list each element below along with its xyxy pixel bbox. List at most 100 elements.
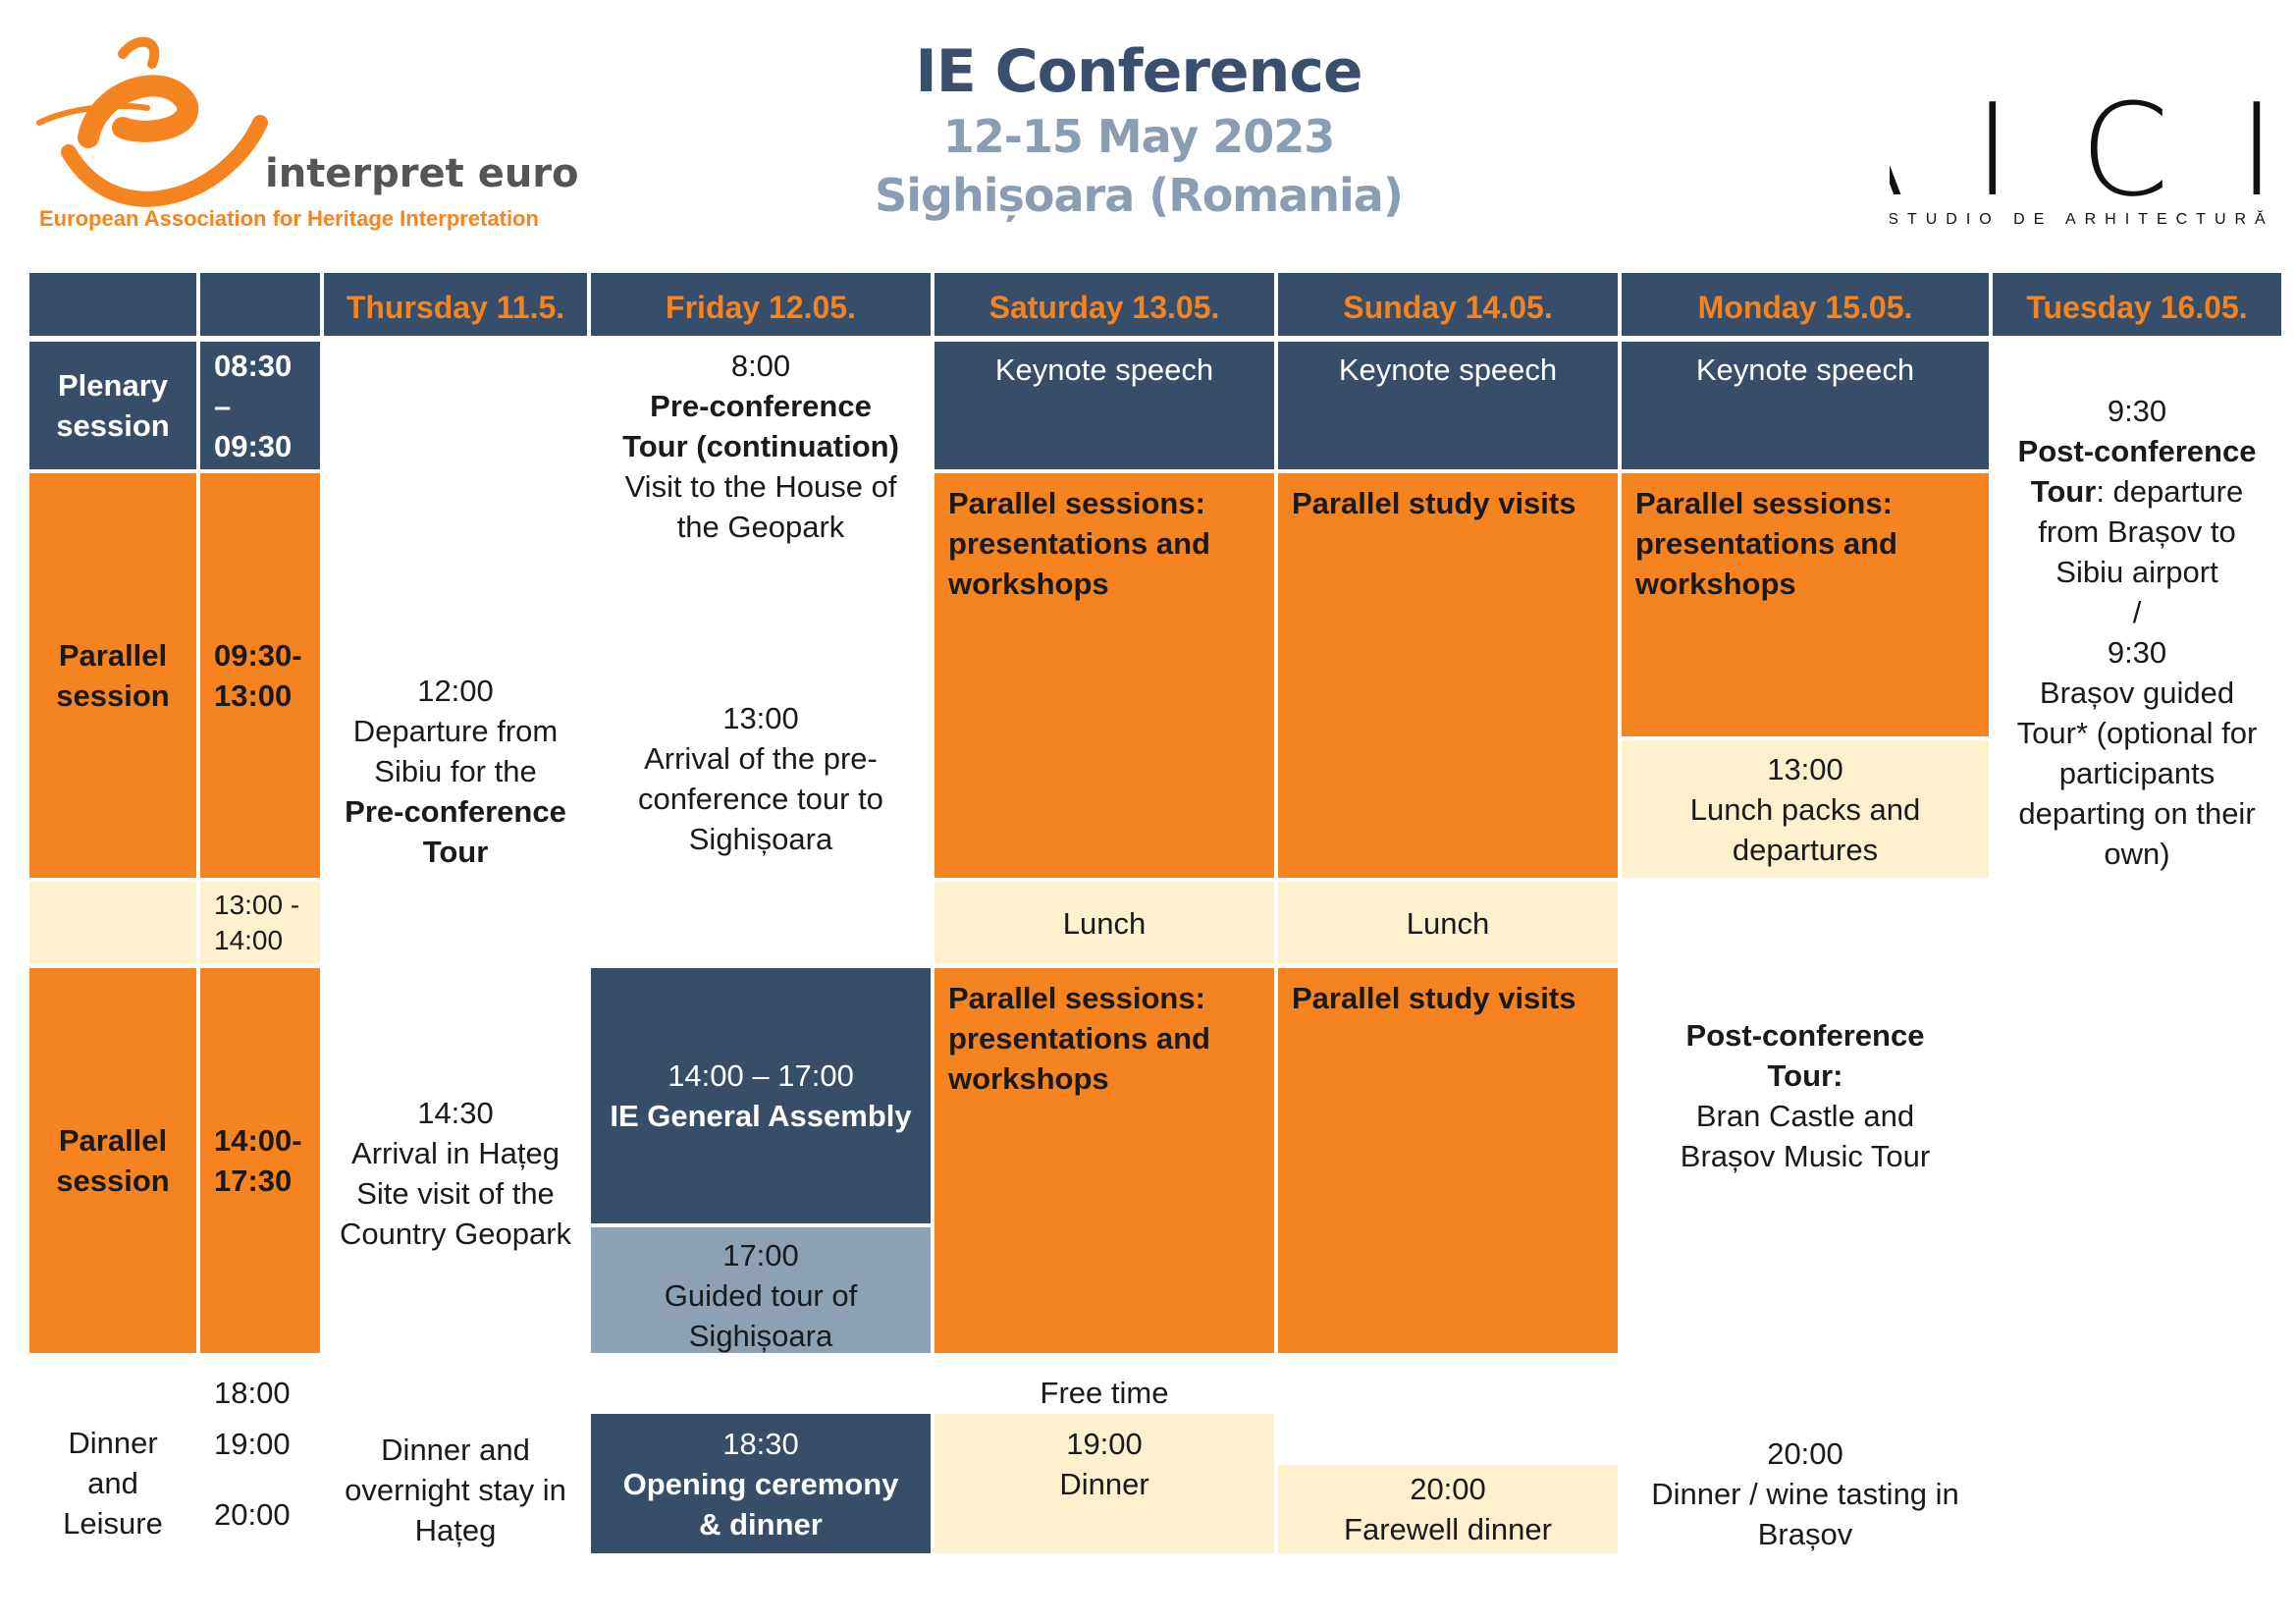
tuesday-post-conference: 9:30 Post-conference Tour: departure fro… [1993,389,2281,876]
event-time: 8:00 [730,349,791,383]
event-text: Dinner [1059,1467,1149,1501]
event-text: Guided tour of [664,1277,858,1313]
event-text: overnight stay in [345,1472,566,1507]
event-title: Post-conference [2017,434,2257,468]
event-time: 9:30 [2107,635,2167,670]
event-text: Visit to the House of [624,469,897,504]
row-time-text: 13:00 [214,678,293,713]
friday-pre-conference-tour: 8:00 Pre-conference Tour (continuation) … [591,342,931,558]
event-text: departing on their [2018,796,2256,831]
event-text: departures [1732,832,1879,867]
event-title: Parallel sessions: [948,981,1205,1015]
event-text: the Geopark [676,510,845,544]
monday-lunch-packs: 13:00 Lunch packs and departures [1622,740,1989,878]
logo-right-tagline: STUDIO DE ARHITECTURĂ [1890,209,2272,228]
event-text: Departure from [352,713,559,748]
event-text: conference tour to [638,782,883,816]
event-text: Dinner and [381,1432,530,1467]
row-time-lunch: 13:00 - 14:00 [200,882,320,964]
row-time-text: 09:30 [214,428,293,463]
event-time: 18:30 [722,1426,799,1461]
logo-left-tagline: European Association for Heritage Interp… [39,206,539,231]
event-title: workshops [948,567,1109,601]
event-text: Sibiu for the [374,753,537,788]
row-label-text: Parallel [58,638,168,673]
event-text: Arrival in Hațeg [351,1136,560,1170]
row-label-text: and [87,1465,138,1500]
event-title: Opening ceremony [622,1466,899,1501]
event-text: Arrival of the pre- [644,741,878,776]
row-label-text: session [56,408,170,443]
sunday-keynote: Keynote speech [1278,342,1618,469]
event-text: participants [2058,756,2216,790]
event-time: 13:00 [722,701,799,735]
event-title: Parallel sessions: [1635,486,1893,520]
row-label-text: Dinner [68,1425,158,1460]
event-time: 14:30 [417,1096,494,1130]
row-label-plenary: Plenary session [29,342,196,469]
event-text: Brașov [1757,1516,1853,1551]
friday-guided-tour: 17:00 Guided tour of Sighișoara [591,1227,931,1353]
event-text: Tour* (optional for [2016,716,2258,750]
row-time-dinner-1: 18:00 [214,1375,291,1410]
monday-keynote: Keynote speech [1622,342,1989,469]
event-separator: / [2132,595,2142,629]
thursday-departure: 12:00 Departure from Sibiu for the Pre-c… [324,668,587,874]
event-text: Sighișoara [688,822,833,856]
event-title: workshops [948,1061,1109,1096]
sunday-farewell-dinner: 20:00 Farewell dinner [1278,1465,1618,1553]
event-time: 9:30 [2107,394,2167,428]
event-text: Dinner / wine tasting in [1651,1476,1959,1511]
event-text: Bran Castle and [1695,1099,1915,1133]
event-text: Sighișoara [688,1318,833,1353]
aici-logo: AICI STUDIO DE ARHITECTURĂ [1890,86,2272,228]
row-label-dinner: Dinner and Leisure [29,1414,196,1551]
free-time: Free time [1040,1375,1169,1410]
event-title: presentations and [948,526,1210,561]
event-title: IE General Assembly [610,1099,912,1133]
thursday-dinner: Dinner and overnight stay in Hațeg [324,1426,587,1553]
event-title: Pre-conference [650,389,872,423]
sunday-lunch: Lunch [1278,882,1618,964]
row-time-text: 13:00 - [214,890,300,920]
row-label-text: Plenary [57,368,168,403]
header-blank-2 [200,273,320,336]
event-title: Tour: [1767,1058,1843,1093]
day-header-tuesday: Tuesday 16.05. [1993,273,2281,336]
friday-arrival-sighisoara: 13:00 Arrival of the pre- conference tou… [591,695,931,862]
day-header-saturday: Saturday 13.05. [934,273,1274,336]
event-text: Site visit of the [356,1176,555,1211]
monday-dinner: 20:00 Dinner / wine tasting in Brașov [1622,1430,1989,1557]
page-title: IE Conference [915,37,1362,106]
row-time-text: 09:30- [214,638,302,673]
event-text: : departure [2096,474,2244,509]
row-time-text: 14:00- [214,1123,302,1158]
event-title: Pre-conference [345,793,566,829]
friday-opening-ceremony: 18:30 Opening ceremony & dinner [591,1414,931,1553]
sunday-study-visits-1: Parallel study visits [1278,473,1618,878]
row-time-plenary: 08:30 – 09:30 [200,342,320,469]
row-label-text: session [56,1164,170,1198]
event-text: from Brașov to [2038,514,2236,549]
thursday-arrival-hateg: 14:30 Arrival in Hațeg Site visit of the… [324,1090,587,1257]
row-label-text: Parallel [58,1123,168,1158]
interpret-europe-logo: interpret europe European Association fo… [36,36,579,231]
logo-left-name: interpret europe [265,151,579,196]
page-dates: 12-15 May 2023 [942,110,1336,163]
row-time-parallel-1: 09:30- 13:00 [200,473,320,878]
row-time-text: 14:00 [214,925,284,955]
event-time: 14:00 – 17:00 [667,1058,854,1093]
event-text: Farewell dinner [1344,1512,1552,1546]
saturday-parallel-sessions-2: Parallel sessions: presentations and wor… [934,968,1274,1353]
row-time-dinner-3: 20:00 [214,1496,291,1532]
event-title: Post-conference [1685,1018,1925,1053]
row-time-dinner-2: 19:00 [214,1426,291,1461]
event-text: Lunch packs and [1689,791,1921,827]
monday-post-conference-tour: Post-conference Tour: Bran Castle and Br… [1622,1011,1989,1188]
row-label-text: Leisure [63,1505,163,1541]
event-title: Tour [422,834,489,869]
event-title: presentations and [1635,526,1897,561]
saturday-dinner: 19:00 Dinner [934,1414,1274,1553]
event-text: Sibiu airport [2056,555,2218,589]
row-label-lunch [29,882,196,964]
